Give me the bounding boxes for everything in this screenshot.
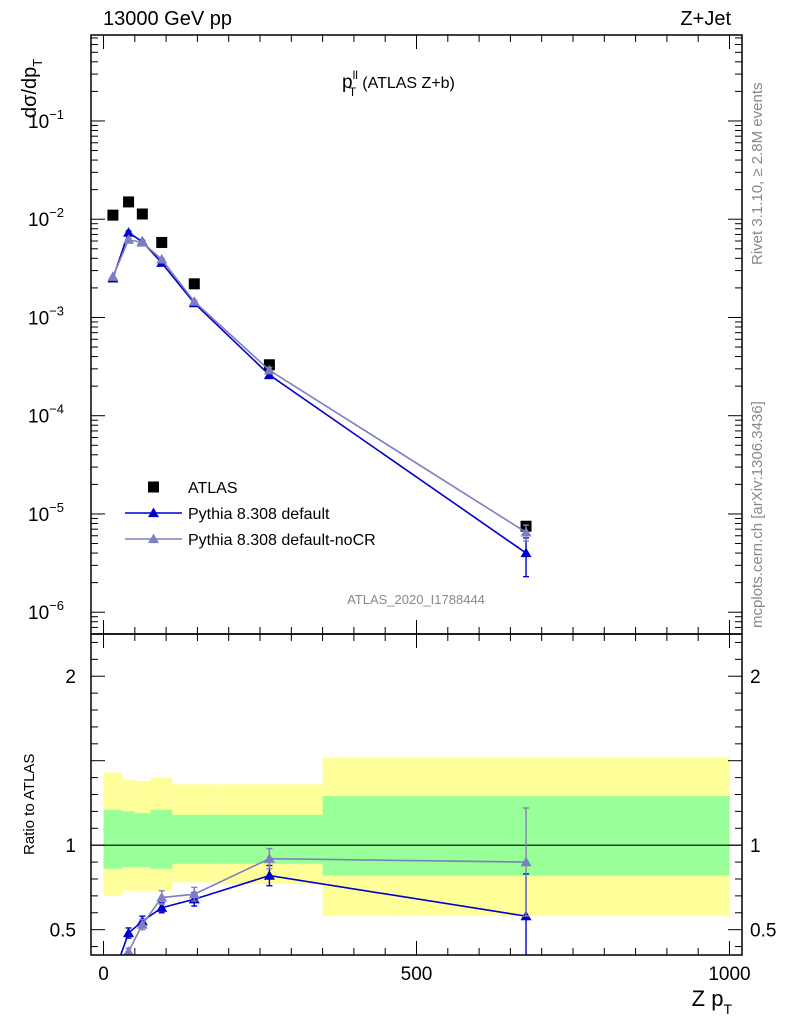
ratio-point-0 (156, 902, 168, 912)
mcplots-label: mcplots.cern.ch [arXiv:1306.3436] (749, 401, 766, 628)
legend-label-0: ATLAS (188, 480, 238, 497)
main-point-2 (107, 271, 119, 281)
plot-title: pll T (ATLAS Z+b) (342, 68, 455, 99)
main-point-2 (156, 253, 168, 264)
ratio-point-1 (107, 970, 118, 980)
legend-marker-atlas (148, 481, 159, 493)
ratio-y-tick-label-right: 2 (750, 667, 761, 688)
main-series-layer (107, 196, 532, 578)
x-axis-title: Z pT (692, 986, 733, 1017)
main-point-data (156, 236, 168, 248)
y-axis-title-main: dσ/dpT (19, 59, 45, 118)
ratio-point-1 (123, 946, 134, 955)
main-point-data (107, 209, 119, 221)
ratio-x-tick-label: 0 (98, 964, 109, 985)
main-y-tick-label: 10−2 (28, 205, 64, 231)
main-point-data (263, 359, 275, 371)
ratio-point-1 (520, 856, 532, 867)
plot-title-main: p (342, 72, 353, 93)
ratio-x-tick-label: 1000 (708, 964, 750, 985)
ratio-point-0 (107, 971, 118, 981)
ratio-band-green-1 (122, 811, 135, 868)
header-right: Z+Jet (680, 8, 731, 30)
main-frame: 10−6 10−5 10−4 10−3 10−2 10−1 (28, 34, 743, 635)
plot-title-sup: ll (353, 68, 358, 82)
ratio-frame: 0 500 1000 0.5 0.5 1 1 2 2 (50, 633, 776, 985)
x-axis-title-base: Z p (692, 986, 724, 1011)
main-y-tick-label: 10−3 (28, 303, 64, 329)
plot-title-sub: T (349, 85, 357, 99)
y-axis-title-ratio: Ratio to ATLAS (21, 754, 38, 855)
main-series-line-2 (112, 238, 527, 534)
ratio-point-1 (136, 919, 148, 929)
y-axis-title-sub: T (30, 59, 45, 67)
main-point-2 (123, 234, 135, 244)
x-axis-title-sub: T (723, 1001, 732, 1017)
ratio-y-tick-label: 1 (65, 836, 76, 857)
legend-label-1: Pythia 8.308 default (188, 506, 330, 523)
ratio-point-1 (263, 853, 275, 863)
main-y-tick-label: 10−6 (28, 598, 64, 624)
ratio-bands-layer (91, 757, 742, 917)
main-y-tick-label: 10−1 (28, 107, 64, 133)
ratio-x-tick-label: 500 (401, 964, 433, 985)
header-left: 13000 GeV pp (103, 8, 232, 30)
ratio-point-0 (263, 870, 275, 880)
legend: ATLAS Pythia 8.308 default Pythia 8.308 de… (125, 480, 376, 549)
main-point-2 (263, 364, 275, 375)
ratio-series-layer (107, 807, 532, 981)
main-point-2 (520, 526, 532, 537)
ratio-point-1 (156, 892, 168, 902)
main-point-2 (136, 236, 148, 247)
main-y-tick-label: 10−4 (28, 402, 64, 428)
analysis-id: ATLAS_2020_I1788444 (347, 592, 485, 607)
main-point-2 (188, 296, 200, 306)
main-point-1 (520, 547, 532, 558)
ratio-y-tick-label-right: 0.5 (750, 921, 776, 942)
main-series-line-1 (112, 231, 527, 554)
legend-label-2: Pythia 8.308 default-noCR (188, 532, 376, 549)
ratio-point-1 (188, 888, 200, 899)
main-point-data (123, 196, 135, 208)
ratio-y-tick-label: 2 (65, 667, 76, 688)
legend-marker-1 (148, 507, 159, 518)
main-point-data (136, 208, 148, 220)
main-point-1 (123, 227, 135, 237)
legend-marker-2 (148, 533, 159, 544)
ratio-band-green-3 (150, 809, 173, 869)
y-axis-title-base: dσ/dp (19, 67, 41, 118)
rivet-label: Rivet 3.1.10, ≥ 2.8M events (749, 83, 766, 266)
ratio-point-0 (123, 927, 135, 938)
ratio-y-tick-label-right: 1 (750, 836, 761, 857)
ratio-band-green-2 (134, 813, 151, 868)
ratio-band-green-0 (103, 809, 123, 869)
main-point-data (188, 278, 200, 290)
ratio-y-tick-label: 0.5 (50, 921, 76, 942)
ratio-band-green-4 (172, 814, 217, 864)
plot-title-suffix: (ATLAS Z+b) (362, 75, 455, 92)
main-y-tick-label: 10−5 (28, 500, 64, 526)
